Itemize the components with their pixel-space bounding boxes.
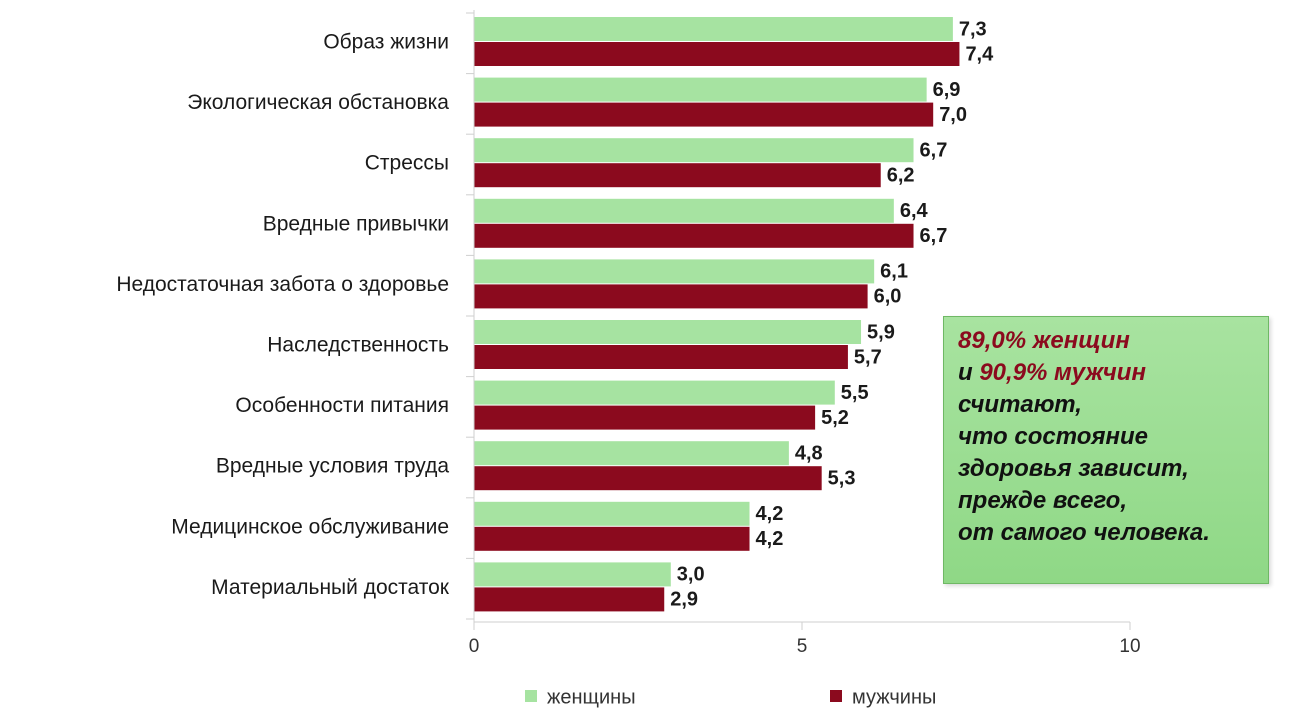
bar-women	[474, 441, 789, 466]
bar-women	[474, 198, 894, 223]
legend-swatch-men	[830, 690, 842, 702]
category-label: Недостаточная забота о здоровье	[116, 273, 449, 296]
bar-men	[474, 102, 934, 127]
data-label-men: 5,3	[828, 467, 856, 489]
bar-men	[474, 163, 881, 188]
callout-conjunction: и	[958, 359, 980, 386]
category-label: Материальный достаток	[211, 576, 450, 599]
bar-men	[474, 466, 822, 491]
data-label-women: 3,0	[677, 564, 705, 586]
data-label-women: 4,2	[756, 503, 784, 525]
legend-label-men: мужчины	[852, 686, 936, 708]
bar-men	[474, 345, 848, 369]
bar-women	[474, 259, 875, 284]
data-label-women: 6,9	[933, 79, 961, 101]
bar-women	[474, 320, 862, 344]
callout-women-percent: 89,0% женщин	[958, 327, 1130, 354]
callout-line-6: прежде всего,	[958, 487, 1128, 514]
x-tick-label: 5	[797, 636, 808, 657]
legend-label-women: женщины	[547, 686, 636, 708]
data-label-men: 6,0	[874, 286, 902, 308]
data-label-women: 4,8	[795, 442, 823, 464]
bar-men	[474, 284, 868, 309]
data-label-men: 5,7	[854, 346, 882, 368]
data-label-women: 6,1	[880, 261, 908, 283]
data-label-men: 4,2	[756, 528, 784, 550]
category-label: Экологическая обстановка	[187, 91, 449, 114]
callout-line-7: от самого человека.	[958, 519, 1210, 546]
bar-men	[474, 405, 816, 430]
category-label: Стрессы	[365, 152, 449, 175]
bar-men	[474, 42, 960, 66]
data-label-men: 2,9	[670, 589, 698, 611]
data-label-women: 5,9	[867, 321, 895, 343]
callout-men-percent: 90,9% мужчин	[979, 359, 1146, 386]
x-tick-label: 10	[1119, 636, 1140, 657]
summary-callout: 89,0% женщин и 90,9% мужчин считают, что…	[943, 316, 1269, 584]
category-label: Медицинское обслуживание	[171, 515, 449, 538]
bar-men	[474, 587, 665, 612]
x-tick-label: 0	[469, 636, 480, 657]
callout-line-5: здоровья зависит,	[958, 455, 1189, 482]
data-label-women: 6,4	[900, 200, 929, 222]
legend-swatch-women	[525, 690, 537, 702]
bar-women	[474, 380, 835, 405]
bar-women	[474, 562, 671, 587]
category-label: Вредные условия труда	[216, 455, 450, 478]
category-label: Вредные привычки	[263, 212, 449, 235]
callout-line-4: что состояние	[958, 423, 1149, 450]
bar-women	[474, 77, 927, 102]
bar-women	[474, 17, 953, 41]
data-label-women: 5,5	[841, 382, 869, 404]
data-label-women: 7,3	[959, 18, 987, 40]
category-label: Особенности питания	[235, 394, 449, 417]
data-label-men: 5,2	[821, 407, 849, 429]
data-label-men: 7,4	[965, 43, 994, 65]
category-label: Образ жизни	[323, 31, 449, 54]
bar-women	[474, 501, 750, 526]
data-label-women: 6,7	[920, 139, 948, 161]
data-label-men: 6,2	[887, 164, 915, 186]
bar-men	[474, 526, 750, 551]
callout-line-3: считают,	[958, 391, 1082, 418]
bar-men	[474, 223, 914, 248]
category-label: Наследственность	[267, 334, 449, 357]
data-label-men: 6,7	[920, 225, 948, 247]
bar-women	[474, 138, 914, 163]
data-label-men: 7,0	[939, 104, 967, 126]
